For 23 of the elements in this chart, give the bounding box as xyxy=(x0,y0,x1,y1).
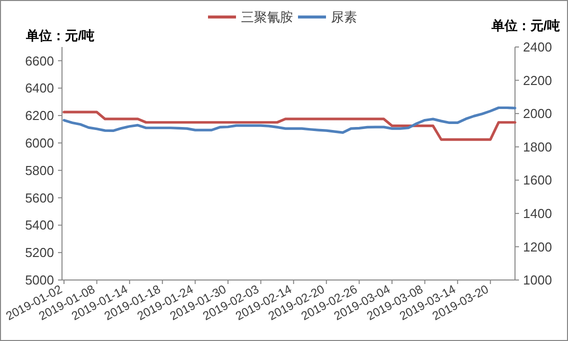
y-axis-title: 单位：元/吨 xyxy=(25,28,95,43)
y-tick-label: 6400 xyxy=(25,80,54,96)
y2-tick-label: 1000 xyxy=(523,272,552,288)
line-series xyxy=(62,110,516,141)
legend-label: 尿素 xyxy=(331,10,357,25)
y-tick-label: 5400 xyxy=(25,218,54,233)
line-series xyxy=(62,106,516,134)
legend-label: 三聚氰胺 xyxy=(241,10,293,25)
y2-axis-title: 单位：元/吨 xyxy=(490,18,560,33)
y2-tick-label: 2000 xyxy=(523,106,552,122)
y2-tick-label: 1800 xyxy=(523,139,552,154)
y-tick-label: 6200 xyxy=(25,108,54,124)
y-tick-label: 5200 xyxy=(25,245,54,260)
y-tick-label: 5000 xyxy=(25,272,54,288)
y-tick-label: 6000 xyxy=(25,135,54,150)
y2-tick-label: 1200 xyxy=(523,239,552,254)
y2-tick-label: 1400 xyxy=(523,206,552,221)
y2-tick-label: 2200 xyxy=(523,72,552,88)
y2-tick-label: 2400 xyxy=(523,40,552,55)
y2-tick-label: 1600 xyxy=(523,172,552,188)
y-tick-label: 6600 xyxy=(25,53,54,68)
y-tick-label: 5600 xyxy=(25,190,54,206)
y-tick-label: 5800 xyxy=(25,162,54,178)
